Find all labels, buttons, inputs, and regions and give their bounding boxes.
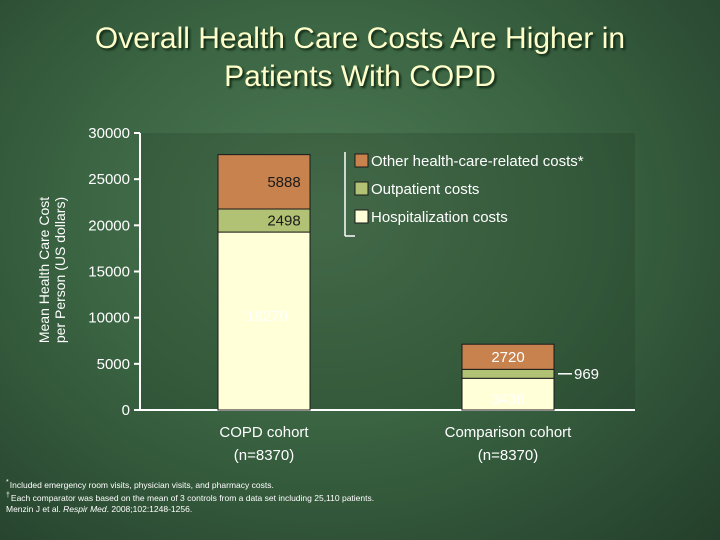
bar-segment	[461, 368, 555, 379]
bar-segment	[461, 343, 555, 370]
citation-authors: Menzin J et al.	[6, 504, 64, 514]
data-label-copd-outpt: 2498	[267, 213, 300, 230]
legend-swatch	[354, 209, 369, 224]
data-label-copd-other: 5888	[267, 174, 300, 191]
y-tick-label: 10000	[88, 310, 130, 327]
legend-label: Outpatient costs	[371, 181, 479, 198]
y-tick-label: 5000	[97, 356, 130, 373]
title-line-1: Overall Health Care Costs Are Higher in	[94, 22, 626, 55]
citation-journal: Respir Med	[63, 504, 107, 514]
legend-label: Hospitalization costs	[371, 209, 508, 226]
x-category-sublabel: (n=8370)	[234, 447, 294, 464]
legend-swatch	[354, 153, 369, 168]
footnote-1: *Included emergency room visits, physici…	[6, 477, 274, 491]
footnote-1-mark: *	[6, 479, 9, 486]
citation: Menzin J et al. Respir Med. 2008;102:124…	[6, 504, 192, 515]
data-label-copd-hosp: 19270	[246, 308, 288, 325]
plot-area	[140, 133, 635, 410]
footnote-2-mark: †	[6, 492, 10, 499]
x-category-label: Comparison cohort	[445, 424, 573, 441]
footnote-2: †Each comparator was based on the mean o…	[6, 490, 374, 504]
legend-label: Other health-care-related costs*	[371, 153, 584, 170]
y-tick-label: 0	[122, 402, 130, 419]
title-line-2: Patients With COPD	[224, 60, 496, 93]
bar-segment	[217, 154, 311, 210]
citation-details: . 2008;102:1248-1256.	[106, 504, 193, 514]
data-label-comp-outpt: 969	[574, 366, 599, 383]
footnote-2-text: Each comparator was based on the mean of…	[10, 492, 375, 503]
data-label-comp-hosp: 3436	[491, 391, 524, 408]
footnote-1-text: Included emergency room visits, physicia…	[9, 479, 274, 490]
y-tick-label: 30000	[88, 125, 130, 142]
slide-title: Overall Health Care Costs Are Higher in …	[20, 20, 700, 96]
data-label-comp-other: 2720	[491, 349, 524, 366]
x-category-label: COPD cohort	[219, 424, 309, 441]
y-tick-label: 25000	[88, 171, 130, 188]
x-category-sublabel: (n=8370)	[478, 447, 538, 464]
legend-swatch	[354, 181, 369, 196]
y-tick-label: 15000	[88, 264, 130, 281]
bar-segment	[217, 231, 311, 411]
y-tick-label: 20000	[88, 217, 130, 234]
